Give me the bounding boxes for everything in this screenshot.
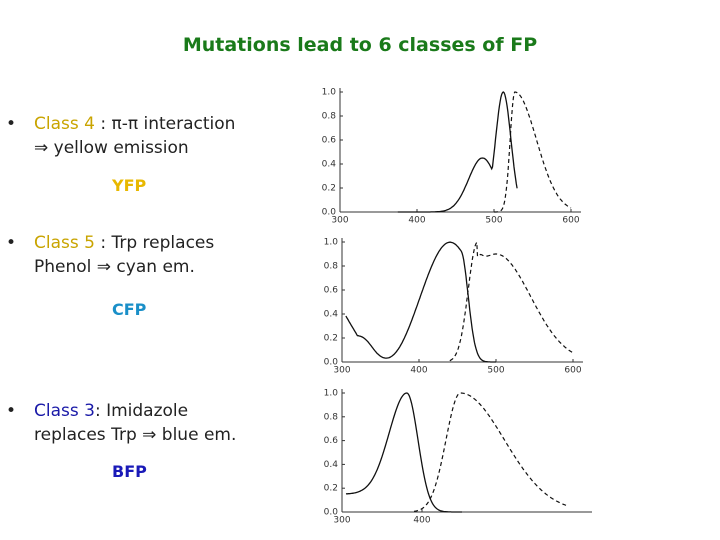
- y-tick-label: 1.0: [322, 88, 337, 98]
- fp-tag: BFP: [112, 462, 147, 481]
- x-tick-label: 500: [485, 216, 502, 226]
- y-tick-label: 0.4: [324, 460, 339, 470]
- fp-tag: CFP: [112, 300, 147, 319]
- bullet-label: Class 5: [34, 233, 95, 253]
- y-tick-label: 0.8: [324, 412, 339, 422]
- bullet-text: : π-π interaction: [94, 114, 236, 134]
- y-tick-label: 0.8: [322, 112, 337, 122]
- x-tick-label: 300: [333, 366, 350, 376]
- x-tick-label: 600: [564, 366, 581, 376]
- bullet-line: Phenol ⇒ cyan em.: [34, 257, 195, 277]
- y-tick-label: 0.4: [324, 310, 339, 320]
- slide-title: Mutations lead to 6 classes of FP: [182, 34, 538, 56]
- y-tick-label: 0.6: [324, 286, 339, 296]
- y-tick-label: 0.2: [324, 334, 338, 344]
- bullet: Class 5 : Trp replaces: [34, 233, 214, 253]
- fp-tag: YFP: [112, 176, 147, 195]
- bullet-text: : Imidazole: [94, 401, 189, 421]
- y-tick-label: 1.0: [324, 389, 339, 399]
- emission-curve: [449, 240, 574, 362]
- bullet-line: replaces Trp ⇒ blue em.: [34, 425, 237, 445]
- excitation-curve: [345, 392, 462, 513]
- bullet-label: Class 3: [34, 401, 95, 421]
- y-tick-label: 0.8: [324, 262, 339, 272]
- x-tick-label: 300: [333, 516, 350, 526]
- y-tick-label: 0.6: [324, 436, 339, 446]
- y-tick-label: 0.0: [322, 208, 337, 218]
- bullet-line: ⇒ yellow emission: [34, 138, 189, 158]
- excitation-curve: [345, 241, 496, 363]
- emission-curve: [494, 91, 572, 213]
- bullet: Class 4 : π-π interaction: [34, 114, 235, 134]
- x-tick-label: 500: [487, 366, 504, 376]
- bullet-mark: •: [6, 233, 17, 253]
- emission-curve: [413, 392, 567, 512]
- excitation-curve: [397, 91, 518, 213]
- y-tick-label: 0.2: [322, 184, 336, 194]
- x-tick-label: 600: [562, 216, 579, 226]
- y-tick-label: 0.0: [324, 508, 339, 518]
- y-tick-label: 0.6: [322, 136, 337, 146]
- x-tick-label: 300: [331, 216, 348, 226]
- x-tick-label: 400: [413, 516, 430, 526]
- y-tick-label: 0.4: [322, 160, 337, 170]
- bullet-text: : Trp replaces: [94, 233, 215, 253]
- bullet-mark: •: [6, 114, 17, 134]
- y-tick-label: 0.0: [324, 358, 339, 368]
- bullet: Class 3: Imidazole: [34, 401, 188, 421]
- bullet-mark: •: [6, 401, 17, 421]
- bullet-label: Class 4: [34, 114, 95, 134]
- x-tick-label: 400: [408, 216, 425, 226]
- x-tick-label: 400: [410, 366, 427, 376]
- y-tick-label: 1.0: [324, 238, 339, 248]
- y-tick-label: 0.2: [324, 484, 338, 494]
